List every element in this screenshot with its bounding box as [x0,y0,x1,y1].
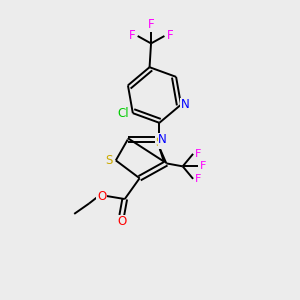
Text: Cl: Cl [118,107,129,120]
Text: N: N [158,133,167,146]
Text: F: F [167,29,173,43]
Text: F: F [148,18,154,31]
Text: O: O [97,190,106,202]
Text: N: N [181,98,189,111]
Text: S: S [156,136,163,148]
Text: F: F [195,149,201,159]
Text: S: S [106,154,113,167]
Text: F: F [195,174,201,184]
Text: F: F [200,161,206,171]
Text: F: F [129,29,136,43]
Text: O: O [117,215,126,228]
